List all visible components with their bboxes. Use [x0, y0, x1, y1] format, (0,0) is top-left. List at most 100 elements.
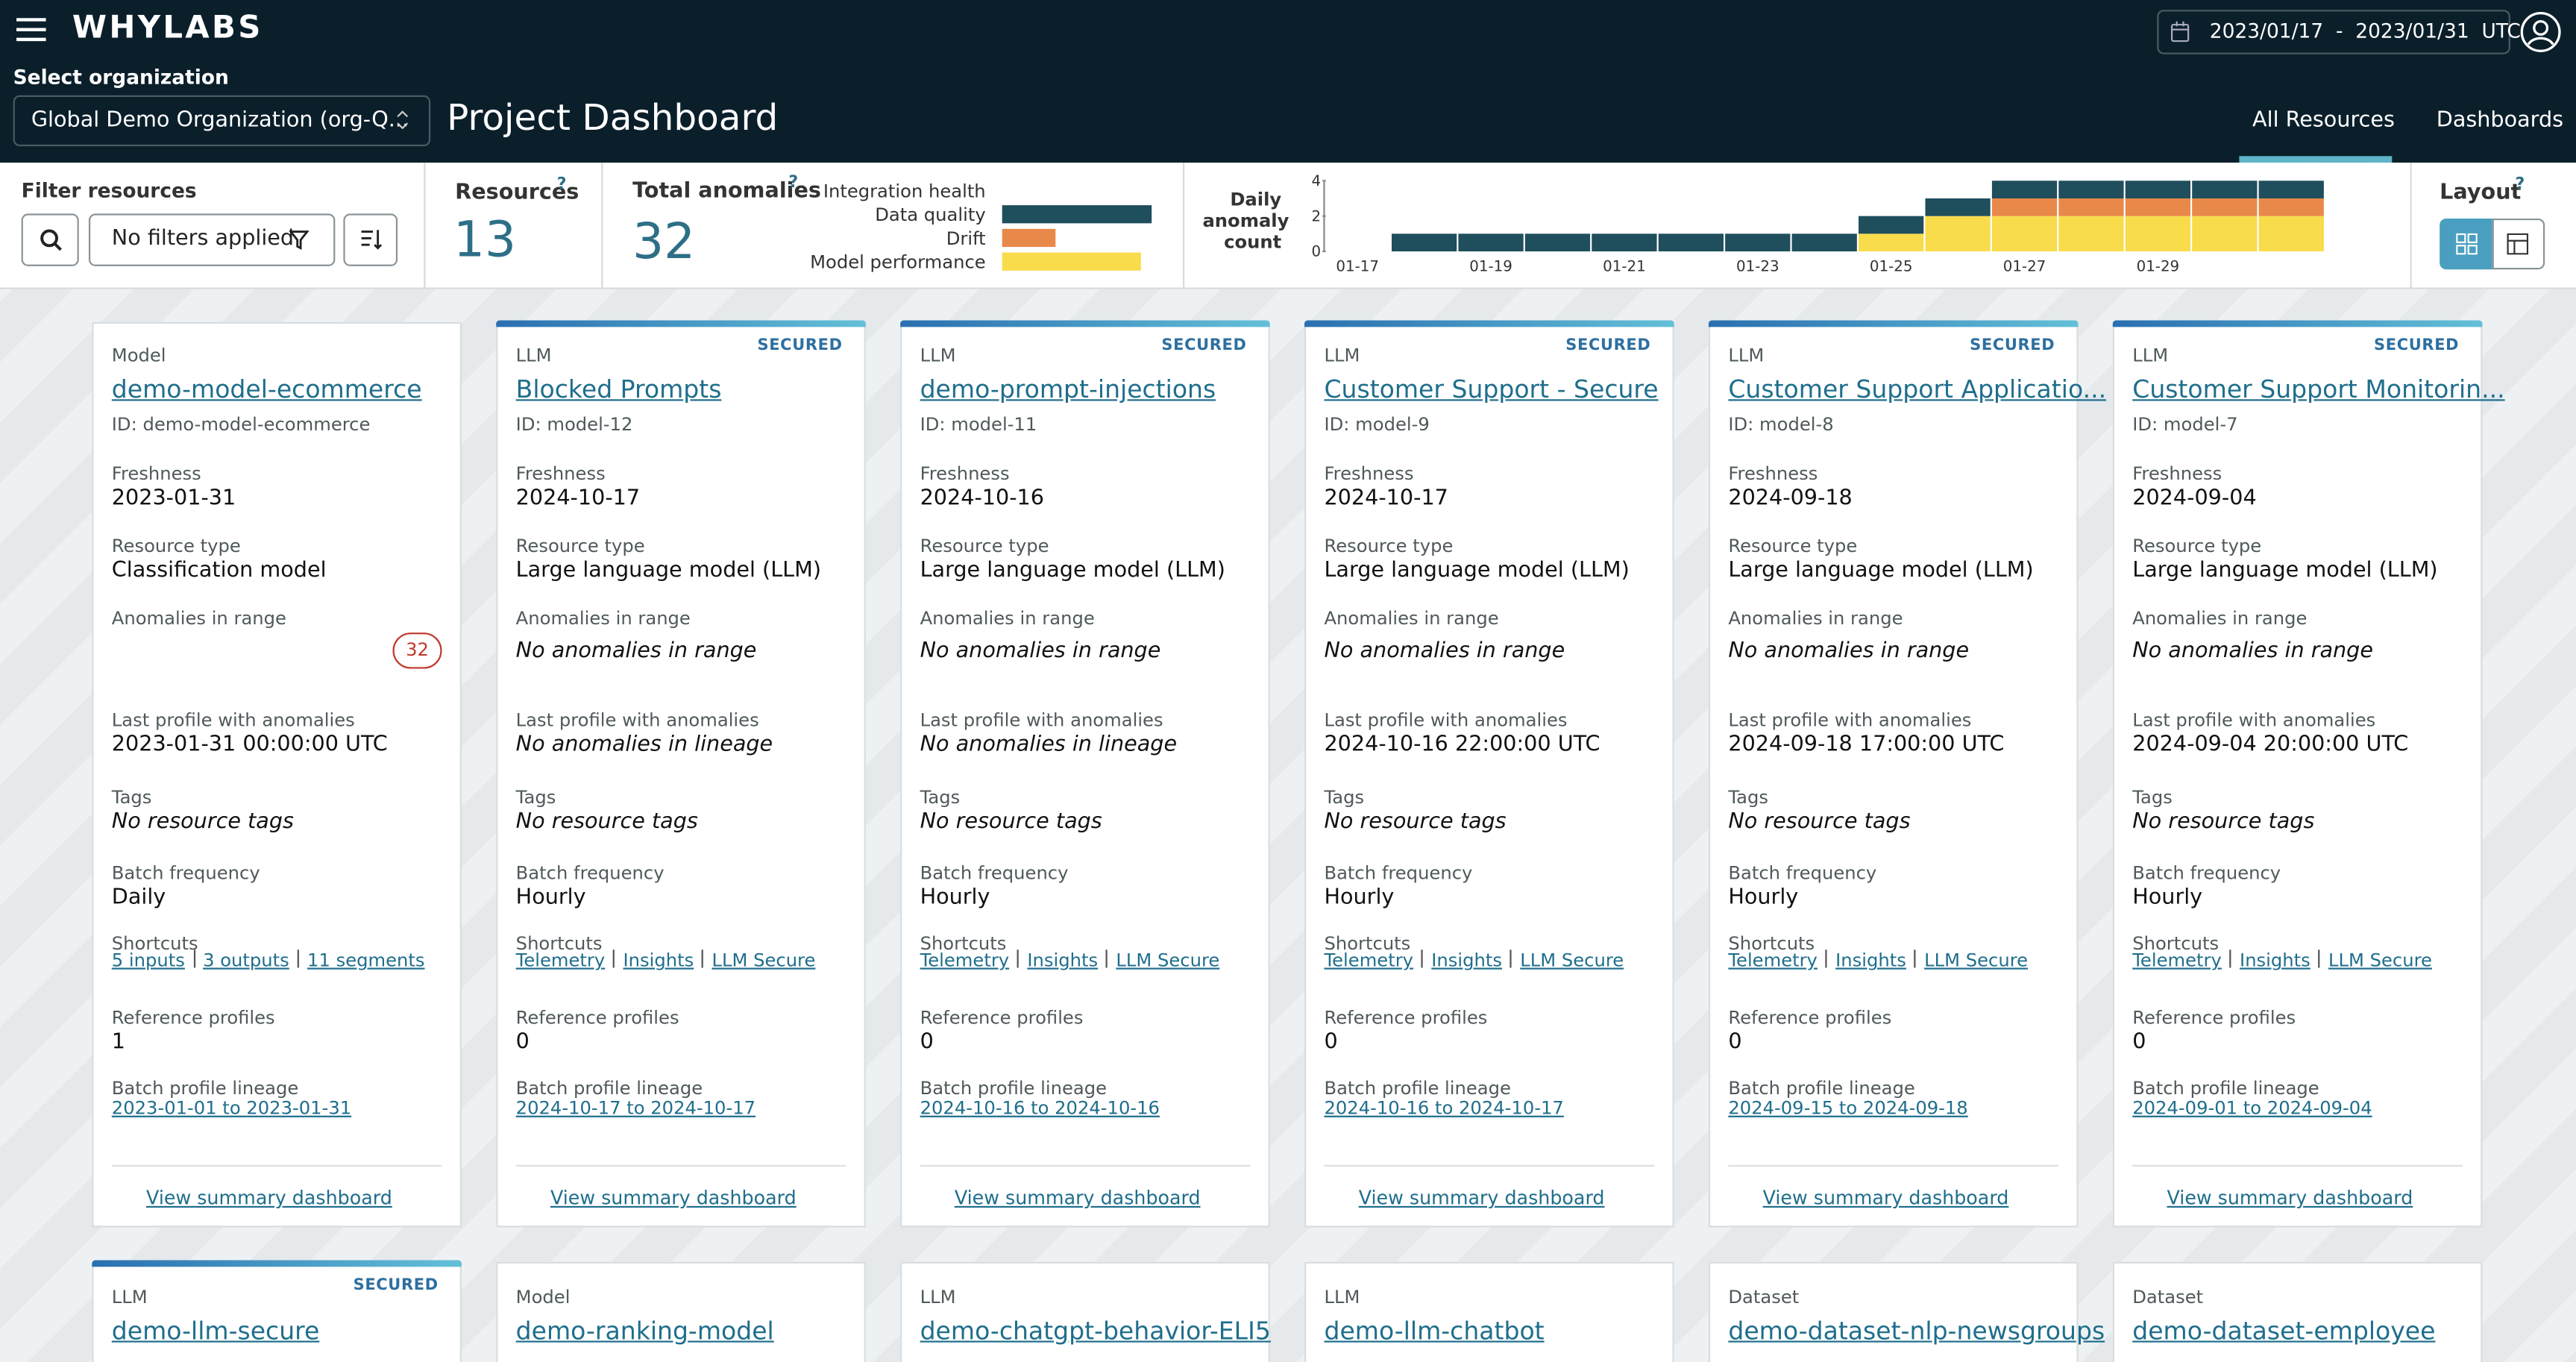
help-icon[interactable]: ? [788, 174, 799, 192]
shortcut-link[interactable]: LLM Secure [1520, 950, 1624, 971]
date-picker[interactable] [2157, 10, 2510, 54]
help-icon[interactable]: ? [556, 175, 567, 194]
view-link[interactable]: View summary dashboard [550, 1186, 797, 1210]
filter-select[interactable] [88, 213, 336, 266]
org-label: Select organization [13, 66, 229, 89]
stack-bar [1592, 233, 1657, 252]
field-value: 0 [515, 1030, 530, 1055]
shortcut-links: Telemetry Insights LLM Secure [1324, 950, 1624, 971]
breakdown-bar [1002, 252, 1141, 271]
shortcut-link[interactable]: LLM Secure [1924, 950, 2029, 971]
card-divider [515, 1164, 846, 1167]
lineage-link[interactable]: 2024-09-01 to 2024-09-04 [2132, 1097, 2372, 1120]
menu-button[interactable] [16, 16, 46, 43]
tab-active[interactable]: All Resources [2252, 108, 2395, 134]
field-label: Shortcuts [515, 933, 603, 955]
view-link[interactable]: View summary dashboard [954, 1186, 1201, 1210]
resource-card [2112, 1261, 2483, 1362]
resource-id: ID: model-12 [515, 414, 633, 436]
secured-badge: SECURED [1161, 336, 1247, 355]
resource-name[interactable]: demo-llm-chatbot [1324, 1316, 1545, 1346]
field-value: Hourly [2132, 885, 2203, 911]
view-link[interactable]: View summary dashboard [2167, 1186, 2413, 1210]
field-value: No resource tags [920, 809, 1102, 835]
table-icon [2507, 233, 2529, 255]
field-value: 2023-01-31 00:00:00 UTC [111, 732, 388, 758]
table-layout-button[interactable] [2492, 218, 2545, 270]
field-value: No anomalies in range [920, 638, 1161, 664]
separator [1510, 950, 1512, 968]
separator [1017, 950, 1020, 968]
secured-stripe [496, 320, 866, 327]
field-label: Reference profiles [111, 1007, 275, 1029]
secured-badge: SECURED [353, 1276, 439, 1295]
card-divider [920, 1164, 1251, 1167]
org-select[interactable] [13, 95, 431, 147]
resource-card [1304, 1261, 1674, 1362]
resource-name[interactable]: demo-dataset-employee [2132, 1316, 2436, 1346]
lineage-link[interactable]: 2024-10-16 to 2024-10-16 [920, 1097, 1160, 1120]
lineage-link[interactable]: 2023-01-01 to 2023-01-31 [111, 1097, 352, 1120]
tab[interactable]: Dashboards [2436, 108, 2564, 134]
field-value: No resource tags [515, 809, 698, 835]
sort-button[interactable] [343, 213, 398, 266]
resource-name[interactable]: demo-chatgpt-behavior-ELI5 [920, 1316, 1271, 1346]
shortcut-link[interactable]: Insights [2240, 950, 2310, 971]
lineage-link[interactable]: 2024-09-15 to 2024-09-18 [1728, 1097, 1968, 1120]
logo[interactable]: WHYLABS [72, 10, 263, 46]
help-icon[interactable]: ? [2515, 175, 2525, 194]
resource-card [2112, 321, 2483, 1228]
resource-name[interactable]: demo-model-ecommerce [111, 374, 422, 404]
shortcut-link[interactable]: Insights [1431, 950, 1503, 971]
secured-stripe [900, 320, 1270, 327]
field-label: Last profile with anomalies [2132, 709, 2376, 732]
shortcut-link[interactable]: Insights [623, 950, 694, 971]
shortcut-link[interactable]: Telemetry [515, 950, 606, 971]
shortcut-link[interactable]: LLM Secure [2328, 950, 2432, 971]
lineage-link[interactable]: 2024-10-17 to 2024-10-17 [515, 1097, 756, 1120]
shortcut-link[interactable]: LLM Secure [711, 950, 816, 971]
resource-name[interactable]: Customer Support Monitorin... [2132, 374, 2505, 404]
shortcut-link[interactable]: 11 segments [307, 950, 425, 971]
resource-card [1708, 321, 2079, 1228]
secured-badge: SECURED [1565, 336, 1651, 355]
shortcut-link[interactable]: Insights [1027, 950, 1099, 971]
resource-name[interactable]: demo-ranking-model [515, 1316, 774, 1346]
field-value: No anomalies in range [2132, 638, 2373, 664]
resource-name[interactable]: demo-dataset-nlp-newsgroups [1728, 1316, 2105, 1346]
field-label: Batch profile lineage [515, 1078, 703, 1099]
lineage-link[interactable]: 2024-10-16 to 2024-10-17 [1324, 1097, 1564, 1120]
user-avatar[interactable] [2520, 11, 2561, 52]
resource-name[interactable]: Customer Support - Secure [1324, 374, 1659, 404]
field-value: 2024-09-04 [2132, 486, 2257, 512]
field-label: Batch profile lineage [111, 1078, 299, 1099]
field-label: Resource type [1728, 536, 1858, 557]
field-label: Tags [515, 787, 556, 809]
search-icon [40, 229, 62, 251]
field-label: Tags [111, 787, 152, 809]
search-button[interactable] [21, 213, 79, 266]
resource-name[interactable]: Customer Support Applicatio... [1728, 374, 2107, 404]
field-value: 0 [1728, 1030, 1742, 1055]
view-link[interactable]: View summary dashboard [1762, 1186, 2009, 1210]
field-value: Daily [111, 885, 166, 911]
stack-bar [1925, 198, 1991, 216]
x-tick-label: 01-23 [1736, 257, 1779, 274]
field-value: Classification model [111, 558, 327, 583]
field-label: Shortcuts [111, 933, 198, 955]
grid-layout-button[interactable] [2440, 218, 2492, 270]
shortcut-link[interactable]: Telemetry [2132, 950, 2222, 971]
shortcut-link[interactable]: 3 outputs [203, 950, 289, 971]
shortcut-link[interactable]: Telemetry [920, 950, 1010, 971]
resource-name[interactable]: Blocked Prompts [515, 374, 722, 404]
shortcut-link[interactable]: Telemetry [1324, 950, 1414, 971]
view-link[interactable]: View summary dashboard [1358, 1186, 1605, 1210]
resource-name[interactable]: demo-prompt-injections [920, 374, 1216, 404]
shortcut-link[interactable]: 5 inputs [111, 950, 185, 971]
view-link[interactable]: View summary dashboard [146, 1186, 392, 1210]
resource-name[interactable]: demo-llm-secure [111, 1316, 320, 1346]
filter-label: Filter resources [21, 179, 197, 202]
shortcut-link[interactable]: Telemetry [1728, 950, 1818, 971]
shortcut-link[interactable]: LLM Secure [1116, 950, 1220, 971]
shortcut-link[interactable]: Insights [1835, 950, 1906, 971]
